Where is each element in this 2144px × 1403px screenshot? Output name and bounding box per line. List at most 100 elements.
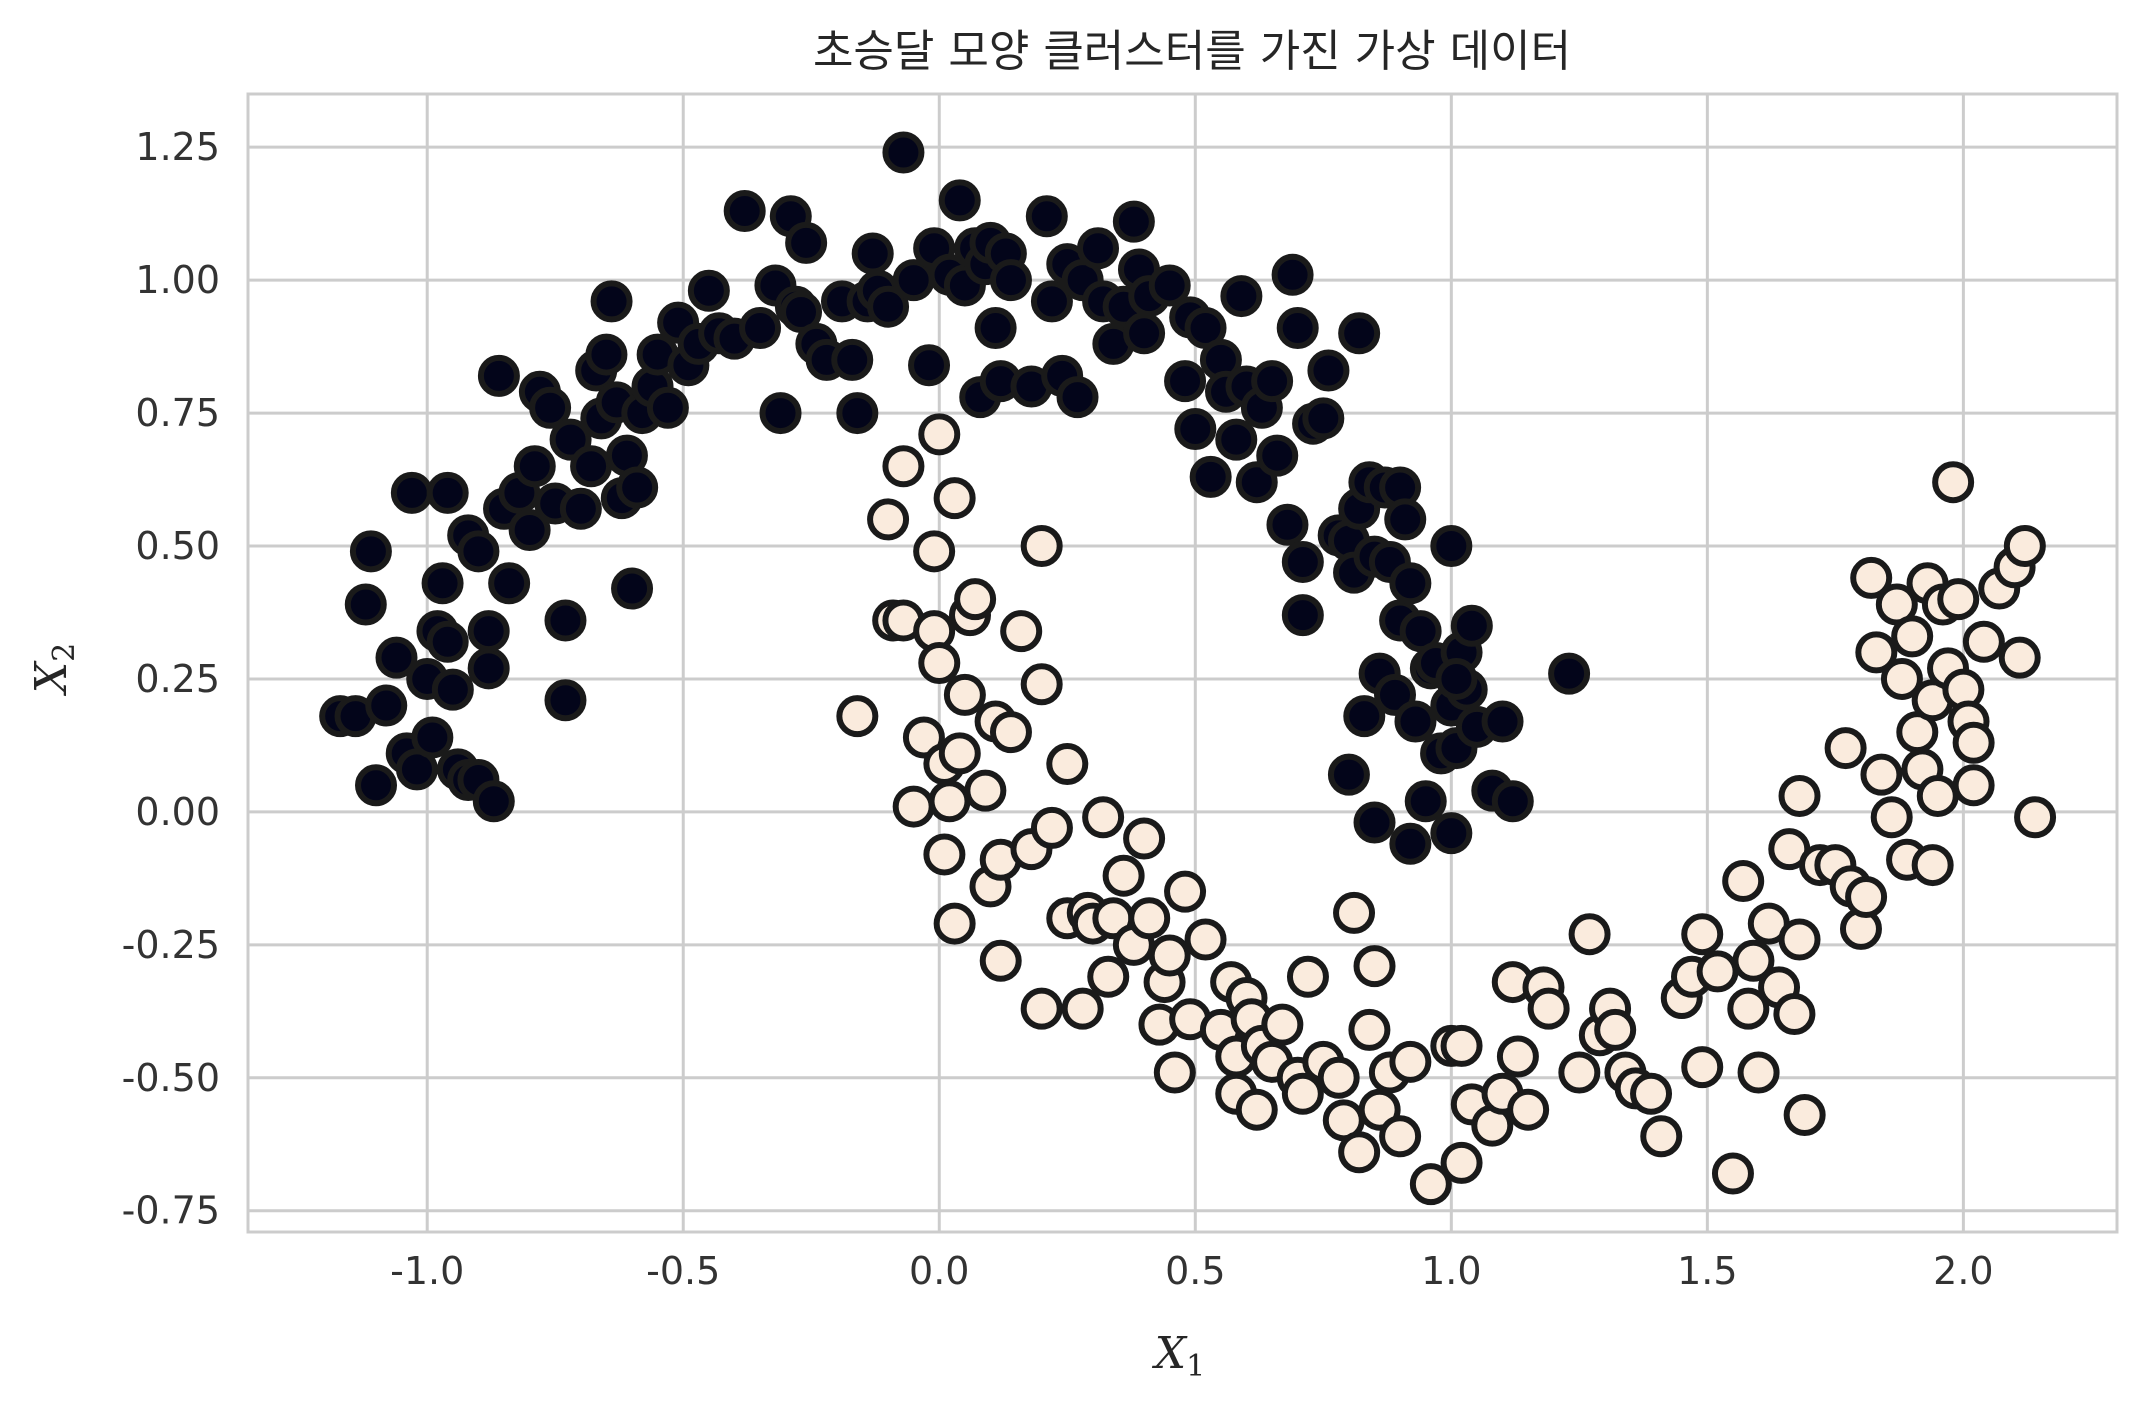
scatter-point-class-1 bbox=[2003, 525, 2046, 568]
scatter-point-class-1 bbox=[1824, 727, 1867, 770]
scatter-point-class-0 bbox=[1430, 525, 1473, 568]
scatter-point-class-0 bbox=[1251, 360, 1294, 403]
scatter-point-class-1 bbox=[1379, 1115, 1422, 1158]
scatter-point-class-0 bbox=[355, 764, 398, 807]
scatter-point-class-1 bbox=[1937, 578, 1980, 621]
scatter-point-class-1 bbox=[954, 578, 997, 621]
scatter-point-class-1 bbox=[1732, 939, 1775, 982]
scatter-point-class-0 bbox=[831, 338, 874, 381]
scatter-point-class-0 bbox=[467, 647, 510, 690]
scatter-point-class-0 bbox=[1235, 461, 1278, 504]
scatter-point-class-0 bbox=[1056, 376, 1099, 419]
scatter-point-class-0 bbox=[646, 386, 689, 429]
scatter-point-class-1 bbox=[2014, 796, 2057, 839]
scatter-point-class-1 bbox=[1727, 987, 1770, 1030]
scatter-point-class-1 bbox=[1783, 1094, 1826, 1137]
scatter-point-class-1 bbox=[1440, 1024, 1483, 1067]
scatter-point-class-0 bbox=[1077, 227, 1120, 270]
scatter-point-class-1 bbox=[1778, 774, 1821, 817]
scatter-point-class-1 bbox=[882, 445, 925, 488]
scatter-point-class-0 bbox=[1123, 312, 1166, 355]
scatter-point-class-1 bbox=[1020, 525, 1063, 568]
scatter-point-class-1 bbox=[1235, 1088, 1278, 1131]
scatter-point-class-0 bbox=[1389, 562, 1432, 605]
scatter-point-class-0 bbox=[344, 583, 387, 626]
scatter-point-class-1 bbox=[1681, 1046, 1724, 1089]
scatter-point-class-0 bbox=[989, 259, 1032, 302]
scatter-point-class-0 bbox=[1374, 673, 1417, 716]
scatter-point-class-0 bbox=[1266, 503, 1309, 546]
scatter-point-class-1 bbox=[1128, 897, 1171, 940]
scatter-point-class-0 bbox=[1030, 280, 1073, 323]
scatter-point-class-1 bbox=[1030, 806, 1073, 849]
scatter-point-class-0 bbox=[1430, 812, 1473, 855]
scatter-point-class-1 bbox=[1737, 1051, 1780, 1094]
scatter-point-class-1 bbox=[1409, 1163, 1452, 1206]
scatter-point-class-1 bbox=[1020, 987, 1063, 1030]
y-axis-label: X2 bbox=[26, 643, 82, 696]
scatter-point-class-1 bbox=[1850, 556, 1893, 599]
scatter-point-class-0 bbox=[1215, 418, 1258, 461]
scatter-point-class-0 bbox=[1394, 700, 1437, 743]
scatter-point-class-1 bbox=[1046, 743, 1089, 786]
scatter-point-class-0 bbox=[1281, 594, 1324, 637]
x-axis-label: X1 bbox=[1152, 1328, 1205, 1384]
scatter-point-class-1 bbox=[1916, 774, 1959, 817]
scatter-point-class-0 bbox=[1302, 397, 1345, 440]
scatter-point-class-0 bbox=[867, 285, 910, 328]
scatter-point-class-1 bbox=[1594, 1008, 1637, 1051]
scatter-point-class-1 bbox=[1338, 1131, 1381, 1174]
scatter-point-class-0 bbox=[585, 333, 628, 376]
scatter-point-class-1 bbox=[933, 477, 976, 520]
scatter-point-class-1 bbox=[1630, 1072, 1673, 1115]
scatter-point-class-1 bbox=[1358, 1088, 1401, 1131]
scatter-point-class-1 bbox=[1348, 1008, 1391, 1051]
scatter-point-class-0 bbox=[687, 269, 730, 312]
scatter-point-class-0 bbox=[1327, 753, 1370, 796]
scatter-point-class-1 bbox=[1020, 663, 1063, 706]
scatter-point-class-1 bbox=[1778, 918, 1821, 961]
scatter-point-class-0 bbox=[513, 445, 556, 488]
scatter-point-class-0 bbox=[1189, 455, 1232, 498]
scatter-point-class-1 bbox=[1389, 1040, 1432, 1083]
scatter-point-class-1 bbox=[1102, 854, 1145, 897]
scatter-point-class-1 bbox=[1855, 631, 1898, 674]
scatter-point-class-0 bbox=[1353, 801, 1396, 844]
scatter-point-class-0 bbox=[739, 306, 782, 349]
scatter-point-class-1 bbox=[1148, 934, 1191, 977]
scatter-point-class-0 bbox=[1548, 652, 1591, 695]
scatter-point-class-0 bbox=[1174, 408, 1217, 451]
scatter-point-class-0 bbox=[1148, 264, 1191, 307]
scatter-point-class-1 bbox=[1711, 1152, 1754, 1195]
tick-labels: -1.0 -0.5 0.0 0.5 1.0 1.5 2.0 -0.75 -0.50 -0.25 0.… bbox=[122, 125, 1994, 1293]
scatter-point-class-1 bbox=[913, 530, 956, 573]
scatter-point-class-0 bbox=[508, 509, 551, 552]
scatter-point-class-1 bbox=[1507, 1088, 1550, 1131]
scatter-point-class-1 bbox=[1353, 945, 1396, 988]
scatter-point-class-0 bbox=[559, 487, 602, 530]
scatter-point-class-0 bbox=[1025, 195, 1068, 238]
scatter-point-class-1 bbox=[1932, 461, 1975, 504]
scatter-point-class-1 bbox=[1082, 796, 1125, 839]
chart-title: 초승달 모양 클러스터를 가진 가상 데이터 bbox=[813, 26, 1571, 77]
scatter-point-class-1 bbox=[1440, 1141, 1483, 1184]
scatter-point-class-1 bbox=[1773, 992, 1816, 1035]
scatter-point-class-0 bbox=[836, 392, 879, 435]
scatter-point-class-0 bbox=[616, 466, 659, 509]
x-axis-label-subscript: 1 bbox=[1186, 1349, 1205, 1384]
scatter-point-class-0 bbox=[421, 562, 464, 605]
x-axis-label-main: X bbox=[1152, 1328, 1188, 1379]
scatter-point-class-0 bbox=[1343, 695, 1386, 738]
scatter-point-class-0 bbox=[549, 418, 592, 461]
scatter-point-class-0 bbox=[375, 636, 418, 679]
scatter-point-class-1 bbox=[1558, 1051, 1601, 1094]
scatter-point-class-0 bbox=[1276, 306, 1319, 349]
y-tick-label: -0.50 bbox=[122, 1056, 220, 1100]
scatter-point-class-0 bbox=[759, 392, 802, 435]
y-tick-label: -0.25 bbox=[122, 923, 220, 967]
scatter-point-class-0 bbox=[1389, 822, 1432, 865]
scatter-point-class-1 bbox=[943, 673, 986, 716]
scatter-point-class-1 bbox=[1123, 817, 1166, 860]
x-tick-label: 2.0 bbox=[1933, 1249, 1993, 1293]
scatter-point-class-1 bbox=[1317, 1056, 1360, 1099]
